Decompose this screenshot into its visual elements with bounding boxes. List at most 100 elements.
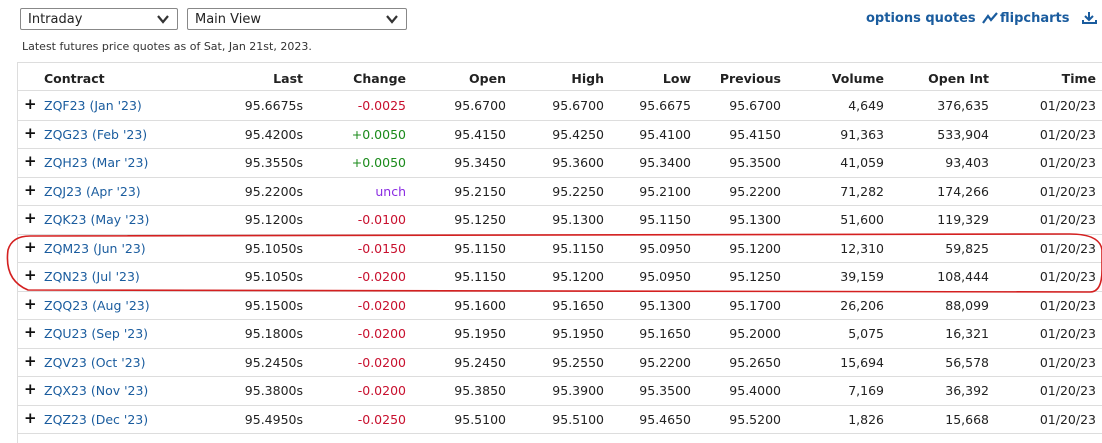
cell: 95.1300 xyxy=(639,297,691,313)
interval-select[interactable]: Intraday xyxy=(20,8,178,30)
expand-icon[interactable]: + xyxy=(24,351,37,370)
expand-icon[interactable]: + xyxy=(24,408,37,427)
expand-icon[interactable]: + xyxy=(24,237,37,256)
cell: 95.4100 xyxy=(639,126,691,142)
cell: 88,099 xyxy=(945,297,989,313)
expand-icon[interactable]: + xyxy=(24,266,37,284)
cell: 95.3550s xyxy=(244,155,303,170)
cell: 95.1500s xyxy=(244,297,303,313)
cell: 95.2200 xyxy=(639,354,691,370)
cell: 95.6675s xyxy=(244,98,303,113)
cell: 95.4000 xyxy=(729,383,781,398)
contract-link[interactable]: ZQF23 (Jan '23) xyxy=(44,98,142,113)
cell: 93,403 xyxy=(945,155,989,170)
expand-icon[interactable]: + xyxy=(24,323,37,341)
view-select[interactable]: Main View xyxy=(187,8,407,30)
column-header: Last xyxy=(273,71,303,86)
cell: 01/20/23 xyxy=(1039,383,1096,398)
cell: 95.1150 xyxy=(454,240,506,256)
cell: 95.3800s xyxy=(244,383,303,398)
options-quotes-link[interactable]: options quotes xyxy=(866,11,976,26)
cell: 01/20/23 xyxy=(1039,212,1096,227)
cell: 95.2200s xyxy=(244,183,303,199)
row-line xyxy=(18,433,1102,434)
expand-icon[interactable]: + xyxy=(24,294,37,313)
change-cell: +0.0050 xyxy=(351,155,406,170)
cell: 95.3500 xyxy=(729,155,781,170)
contract-link[interactable]: ZQU23 (Sep '23) xyxy=(44,326,149,341)
cell: 01/20/23 xyxy=(1039,297,1096,313)
cell: 12,310 xyxy=(840,240,884,256)
column-header: Open Int xyxy=(928,71,989,86)
cell: 95.1250 xyxy=(729,269,781,284)
flipcharts-link[interactable]: flipcharts xyxy=(1000,11,1070,26)
flipcharts-icon xyxy=(982,12,998,24)
cell: 95.1150 xyxy=(552,240,604,256)
cell: 95.6700 xyxy=(454,98,506,113)
change-cell: -0.0200 xyxy=(357,326,406,341)
cell: 01/20/23 xyxy=(1039,240,1096,256)
cell: 95.0950 xyxy=(639,269,691,284)
expand-icon[interactable]: + xyxy=(24,152,37,170)
cell: 95.1250 xyxy=(454,212,506,227)
contract-link[interactable]: ZQV23 (Oct '23) xyxy=(44,354,146,370)
change-cell: -0.0150 xyxy=(357,240,406,256)
contract-link[interactable]: ZQQ23 (Aug '23) xyxy=(44,297,150,313)
expand-icon[interactable]: + xyxy=(24,180,37,199)
cell: 95.6675 xyxy=(639,98,691,113)
cell: 56,578 xyxy=(945,354,989,370)
cell: 108,444 xyxy=(937,269,989,284)
cell: 95.2550 xyxy=(552,354,604,370)
cell: 95.4150 xyxy=(729,126,781,142)
contract-link[interactable]: ZQN23 (Jul '23) xyxy=(44,269,140,284)
contract-link[interactable]: ZQH23 (Mar '23) xyxy=(44,155,149,170)
cell: 95.1200 xyxy=(729,240,781,256)
contract-link[interactable]: ZQK23 (May '23) xyxy=(44,212,150,227)
row-line xyxy=(18,376,1102,377)
cell: 95.1300 xyxy=(552,212,604,227)
cell: 95.1300 xyxy=(729,212,781,227)
cell: 01/20/23 xyxy=(1039,155,1096,170)
cell: 95.1600 xyxy=(454,297,506,313)
expand-icon[interactable]: + xyxy=(24,123,37,142)
cell: 15,694 xyxy=(840,354,884,370)
cell: 95.1950 xyxy=(454,326,506,341)
cell: 1,826 xyxy=(848,411,884,427)
cell: 71,282 xyxy=(840,183,884,199)
cell: 119,329 xyxy=(937,212,989,227)
cell: 533,904 xyxy=(937,126,989,142)
cell: 16,321 xyxy=(945,326,989,341)
cell: 95.2450s xyxy=(244,354,303,370)
contract-link[interactable]: ZQZ23 (Dec '23) xyxy=(44,411,149,427)
cell: 59,825 xyxy=(945,240,989,256)
chevron-icon xyxy=(386,15,398,24)
cell: 95.2650 xyxy=(729,354,781,370)
cell: 01/20/23 xyxy=(1039,354,1096,370)
cell: 95.2450 xyxy=(454,354,506,370)
contract-link[interactable]: ZQM23 (Jun '23) xyxy=(44,240,146,256)
row-line xyxy=(18,404,1102,406)
row-line xyxy=(18,119,1102,121)
cell: 95.1700 xyxy=(729,297,781,313)
expand-icon[interactable]: + xyxy=(24,209,37,227)
contract-link[interactable]: ZQG23 (Feb '23) xyxy=(44,126,148,142)
cell: 95.4950s xyxy=(244,411,303,427)
cell: 01/20/23 xyxy=(1039,326,1096,341)
expand-icon[interactable]: + xyxy=(24,380,37,398)
cell: 01/20/23 xyxy=(1039,98,1096,113)
change-cell: -0.0200 xyxy=(357,383,406,398)
expand-icon[interactable]: + xyxy=(24,95,37,113)
view-select-text: Main View xyxy=(195,12,262,27)
cell: 95.3450 xyxy=(454,155,506,170)
cell: 91,363 xyxy=(840,126,884,142)
cell: 39,159 xyxy=(840,269,884,284)
download-icon[interactable] xyxy=(1082,11,1098,25)
chevron-icon xyxy=(157,15,169,24)
cell: 95.1950 xyxy=(552,326,604,341)
cell: 95.1050s xyxy=(244,269,303,284)
cell: 95.1150 xyxy=(454,269,506,284)
contract-link[interactable]: ZQX23 (Nov '23) xyxy=(44,383,149,398)
column-header: Previous xyxy=(719,71,781,86)
change-cell: -0.0250 xyxy=(357,411,406,427)
contract-link[interactable]: ZQJ23 (Apr '23) xyxy=(44,183,141,199)
